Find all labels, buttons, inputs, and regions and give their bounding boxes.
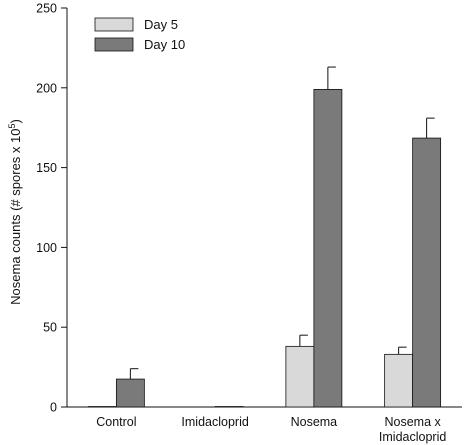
y-tick-label: 250 — [36, 2, 57, 16]
bar-day-5 — [285, 345, 315, 408]
y-tick-label: 100 — [36, 241, 57, 255]
y-tick-label: 150 — [36, 161, 57, 175]
y-tick-label: 200 — [36, 81, 57, 95]
y-tick-label: 50 — [43, 321, 57, 335]
legend-label: Day 10 — [144, 37, 185, 52]
legend-swatch — [94, 37, 134, 52]
bar-day-10 — [313, 88, 343, 408]
y-axis-label-superscript: 5 — [7, 124, 17, 129]
x-tick-label: Imidacloprid — [379, 430, 446, 444]
bar-day-10 — [115, 378, 145, 408]
y-axis-label-close: ) — [8, 119, 23, 123]
legend-swatch — [94, 17, 134, 32]
bar-day-10 — [412, 137, 442, 408]
y-axis-label: Nosema counts (# spores x 105) — [7, 119, 23, 305]
x-tick-label: Imidacloprid — [181, 415, 248, 429]
y-axis-label-main: Nosema counts (# spores x 10 — [8, 129, 23, 305]
bar-day-5 — [384, 353, 414, 408]
x-tick-label: Nosema — [291, 415, 338, 429]
x-tick-label: Control — [96, 415, 136, 429]
x-tick-label: Nosema x — [384, 415, 441, 429]
legend: Day 5 Day 10 — [94, 17, 185, 52]
legend-label: Day 5 — [144, 17, 178, 32]
y-tick-label: 0 — [50, 401, 57, 415]
